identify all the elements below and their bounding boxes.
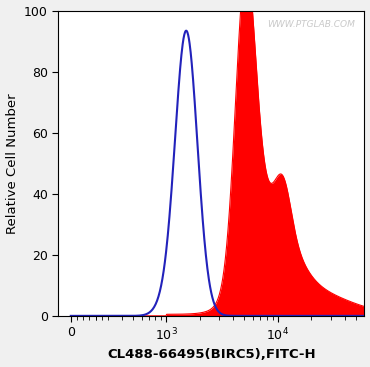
Y-axis label: Relative Cell Number: Relative Cell Number xyxy=(6,93,18,233)
X-axis label: CL488-66495(BIRC5),FITC-H: CL488-66495(BIRC5),FITC-H xyxy=(107,348,316,361)
Text: WWW.PTGLAB.COM: WWW.PTGLAB.COM xyxy=(268,20,355,29)
